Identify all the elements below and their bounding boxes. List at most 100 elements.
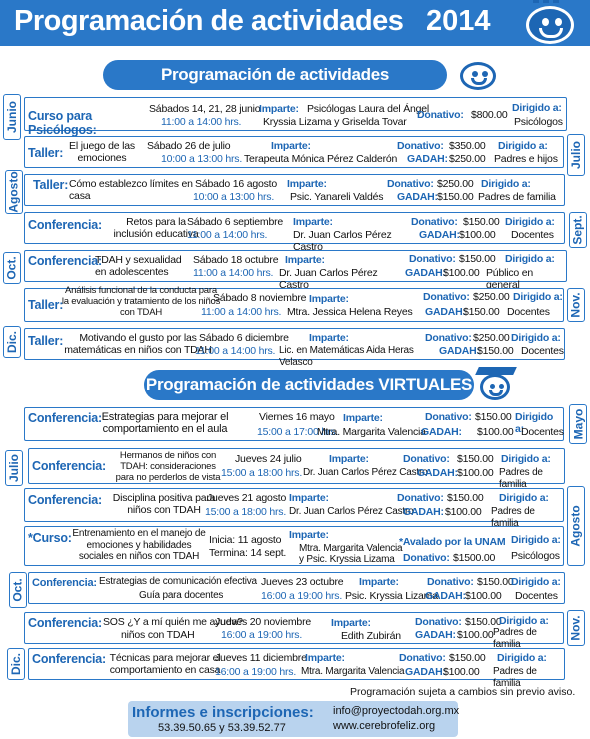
dirigido-label: Dirigido a: — [501, 453, 551, 465]
donativo-value: $150.00 — [465, 616, 502, 628]
donativo-value: $250.00 — [437, 178, 474, 190]
month-tab-julio: Julio — [5, 450, 23, 486]
imparte-value: Dr. Juan Carlos Pérez Castro — [289, 506, 414, 517]
activity-time: 11:00 a 14:00 hrs. — [193, 267, 274, 279]
dirigido-value: Padres de familia — [499, 467, 543, 490]
activity-row: Conferencia: SOS ¿Y a mí quién me ayuda?… — [24, 612, 564, 650]
month-tab-junio: Junio — [3, 94, 21, 140]
activity-title: Estrategias para mejorar el comportamien… — [101, 411, 229, 435]
section-virtuales-title: Programación de actividades VIRTUALES — [144, 370, 474, 400]
activity-row: Taller: Motivando el gusto por las matem… — [24, 328, 565, 368]
imparte-value: Dr. Juan Carlos Pérez Castro — [303, 467, 428, 478]
donativo-label: Donativo: — [417, 109, 464, 121]
activity-date: Jueves 21 agosto — [207, 492, 287, 504]
month-tab-dic: Dic. — [7, 648, 25, 680]
imparte-value: Psic. Yanareli Valdés — [290, 191, 384, 203]
activity-title: SOS ¿Y a mí quién me ayuda? — [103, 616, 243, 628]
imparte-label: Imparte: — [289, 492, 329, 504]
imparte-label: Imparte: — [305, 652, 345, 664]
donativo-label: Donativo: — [403, 453, 450, 465]
dirigido-label: Dirigido a: — [499, 492, 549, 504]
footer-website-link[interactable]: www.cerebrofeliz.org — [333, 720, 436, 732]
activity-row: Conferencia: TDAH y sexualidad en adoles… — [24, 250, 567, 291]
activity-type: Conferencia: — [32, 652, 107, 666]
donativo-value: $150.00 — [463, 216, 500, 228]
page-header: Programación de actividades 2014 — [0, 0, 590, 46]
gadah-value: $100.00 — [477, 426, 514, 438]
activity-date: Inicia: 11 agosto — [209, 534, 282, 546]
avalado-label: *Avalado por la UNAM — [399, 536, 506, 548]
activity-time: 10:00 a 13:00 hrs. — [161, 153, 243, 165]
gadah-value: $100.00 — [445, 506, 482, 518]
activity-date: Sábado 8 noviembre — [213, 292, 307, 304]
activity-type: Conferencia: — [28, 493, 103, 507]
activity-time: 16:00 a 19:00 hrs. — [221, 629, 303, 641]
gadah-label: GADAH: — [417, 467, 458, 479]
imparte-label: Imparte: — [331, 617, 371, 629]
month-tab-nov: Nov. — [567, 610, 585, 646]
gadah-label: GADAH: — [415, 629, 456, 641]
activity-type: Conferencia: — [32, 459, 107, 473]
donativo-label: Donativo: — [399, 652, 446, 664]
activity-title: El juego de las emociones — [69, 140, 135, 164]
imparte-label: Imparte: — [293, 216, 333, 228]
dirigido-value: Padres de familia — [478, 191, 556, 203]
month-tab-julio: Julio — [567, 134, 585, 176]
gadah-label: GADAH: — [421, 426, 462, 438]
gadah-label: GADAH: — [425, 306, 466, 318]
footer-email-link[interactable]: info@proyectodah.org.mx — [333, 705, 460, 717]
activity-time: 11:00 a 14:00 hrs. — [201, 306, 282, 318]
activity-row: Taller: Análisis funcional de la conduct… — [24, 285, 564, 322]
activity-title: Motivando el gusto por las matemáticas e… — [64, 332, 212, 356]
activity-time: 15:00 a 18:00 hrs. — [205, 506, 287, 518]
footer-title: Informes e inscripciones: — [132, 704, 314, 721]
donativo-label: Donativo: — [427, 576, 474, 588]
dirigido-label: Dirigido a: — [505, 253, 555, 265]
donativo-value: $800.00 — [471, 109, 508, 121]
dirigido-value: Docentes — [515, 590, 558, 602]
dirigido-label: Dirigido a: — [511, 576, 561, 588]
gadah-value: $150.00 — [463, 306, 500, 318]
activity-row: Conferencia: Retos para la inclusión edu… — [24, 212, 565, 253]
imparte-value-2: y Psic. Kryssia Lizama — [299, 554, 395, 565]
imparte-value: Mtra. Margarita Valencia — [317, 426, 426, 438]
contact-footer: Informes e inscripciones: 53.39.50.65 y … — [128, 701, 460, 737]
activity-date: Jueves 20 noviembre — [215, 616, 312, 628]
donativo-label: Donativo: — [397, 492, 444, 504]
imparte-label: Imparte: — [287, 178, 327, 190]
footer-phones: 53.39.50.65 y 53.39.52.77 — [158, 722, 286, 734]
activity-row: Conferencia: Disciplina positiva para ni… — [24, 488, 564, 529]
imparte-label: Imparte: — [309, 293, 349, 305]
activity-date: Jueves 24 julio — [235, 453, 302, 465]
donativo-label: Donativo: — [425, 411, 472, 423]
gadah-value: $150.00 — [477, 345, 514, 357]
donativo-value: $150.00 — [457, 453, 494, 465]
activity-row: Conferencia: Estrategias para mejorar el… — [24, 407, 564, 441]
activity-time: 15:00 a 18:00 hrs. — [221, 467, 303, 479]
dirigido-value: Padres e hijos — [494, 153, 558, 165]
imparte-value-2: Kryssia Lizama y Griselda Tovar — [263, 116, 407, 128]
gadah-value: $250.00 — [449, 153, 486, 165]
donativo-label: Donativo: — [411, 216, 458, 228]
month-tab-mayo: Mayo — [569, 404, 587, 444]
gadah-value: $100.00 — [457, 629, 494, 641]
activity-time: 16:00 a 19:00 hrs. — [261, 590, 343, 602]
gadah-label: GADAH: — [419, 229, 460, 241]
activity-title: Estrategias de comunicación efectiva — [99, 576, 257, 587]
gadah-value: $100.00 — [443, 267, 480, 279]
dirigido-label: Dirigido a: — [513, 291, 563, 303]
imparte-value: Lic. en Matemáticas Aida Heras Velasco — [279, 345, 414, 368]
activity-type: *Curso: — [28, 531, 72, 545]
imparte-label: Imparte: — [359, 576, 399, 588]
month-tab-oct: Oct. — [9, 572, 27, 608]
donativo-value: $150.00 — [447, 492, 484, 504]
donativo-label: Donativo: — [409, 253, 456, 265]
activity-time: 11:00 a 14:00 hrs. — [195, 345, 276, 357]
activity-date: Jueves 11 diciembre — [215, 652, 307, 664]
imparte-value: Terapeuta Mónica Pérez Calderón — [244, 153, 398, 165]
gadah-label: GADAH: — [397, 191, 438, 203]
gadah-value: $100.00 — [457, 467, 494, 479]
imparte-value: Mtra. Margarita Valencia — [299, 543, 403, 554]
activity-date: Sábado 26 de julio — [147, 140, 231, 152]
imparte-label: Imparte: — [309, 332, 349, 344]
